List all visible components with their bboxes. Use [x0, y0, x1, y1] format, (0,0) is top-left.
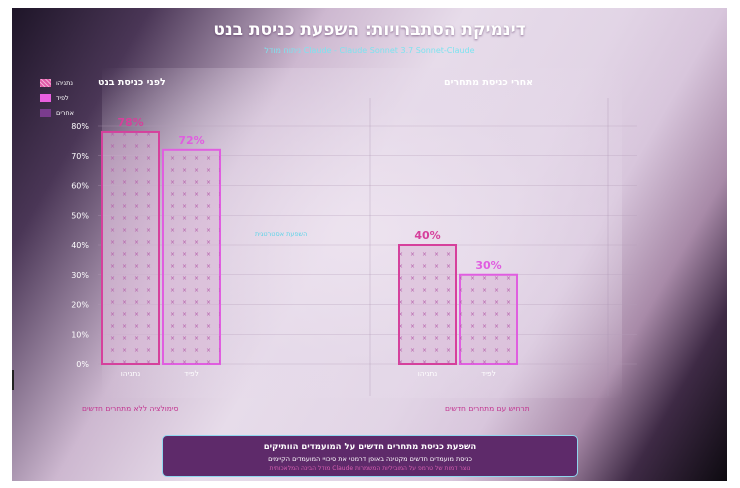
x-tick-label: נתניהו — [418, 369, 438, 378]
panel-footnote-after: תרחיש עם מתחרים חדשים — [445, 404, 530, 413]
legend-swatch — [40, 109, 51, 117]
data-label: 78% — [117, 116, 143, 129]
y-axis: 0% 10% 20% 30% 40% 50% 60% 70% 80% — [71, 122, 89, 369]
x-tick-label: נתניהו — [121, 369, 141, 378]
y-tick-label: 40% — [71, 241, 89, 250]
bar-pattern — [399, 245, 456, 364]
y-tick-label: 20% — [71, 301, 89, 310]
y-tick-label: 60% — [71, 182, 89, 191]
legend-item-lapid: לפיד — [40, 94, 69, 102]
legend-swatch — [40, 94, 51, 102]
summary-note: מודל הבינה המלאכותית Claude נוצר דמות של… — [269, 465, 471, 472]
y-tick-label: 0% — [76, 360, 89, 369]
chart-subtitle: ניתוח מודל Claude - Claude Sonnet 3.7 So… — [264, 46, 475, 55]
chart-stage: × 0%10%20%30%40%50%60%70%80% 78%נתניהו72… — [12, 8, 727, 481]
legend-label: נתניהו — [56, 79, 73, 87]
y-tick-label: 50% — [71, 211, 89, 220]
data-label: 40% — [414, 229, 440, 242]
legend-item-netanyahu: נתניהו — [40, 79, 73, 87]
legend-label: אחרים — [56, 109, 75, 117]
legend-item-others: אחרים — [40, 109, 74, 117]
bar-pattern — [163, 149, 220, 364]
chart-title: דינמיקת הסתברויות: השפעת כניסת בנט — [213, 20, 526, 40]
y-tick-label: 80% — [71, 122, 89, 131]
legend-label: לפיד — [56, 94, 69, 102]
y-tick-label: 70% — [71, 152, 89, 161]
summary-headline: השפעת כניסת מתחרים חדשים על המועמדים הוו… — [263, 442, 477, 452]
summary-line: כניסת מועמדים חדשים מקטינה באופן דרמטי א… — [268, 455, 472, 463]
middle-label: השפעת אסטרטגית — [255, 230, 308, 238]
bars: 78% נתניהו 72% לפיד 40% נתניהו 30% לפיד — [101, 116, 518, 378]
edge-marker — [12, 370, 14, 390]
bar-pattern — [460, 274, 517, 364]
panel-title-after: אחרי כניסת מתחרים — [444, 77, 534, 88]
y-tick-label: 10% — [71, 330, 89, 339]
x-tick-label: לפיד — [184, 369, 199, 378]
bar-chart: × 0%10%20%30%40%50%60%70%80% 78%נתניהו72… — [71, 98, 637, 396]
data-label: 30% — [475, 259, 501, 272]
y-tick-label: 30% — [71, 271, 89, 280]
legend-swatch — [40, 79, 51, 87]
panel-footnote-before: סימולציה ללא מתחרים חדשים — [82, 404, 179, 413]
summary-box: השפעת כניסת מתחרים חדשים על המועמדים הוו… — [162, 435, 578, 477]
panel-title-before: לפני כניסת בנט — [98, 77, 166, 88]
bar-pattern — [102, 131, 159, 364]
x-tick-label: לפיד — [481, 369, 496, 378]
data-label: 72% — [178, 134, 204, 147]
